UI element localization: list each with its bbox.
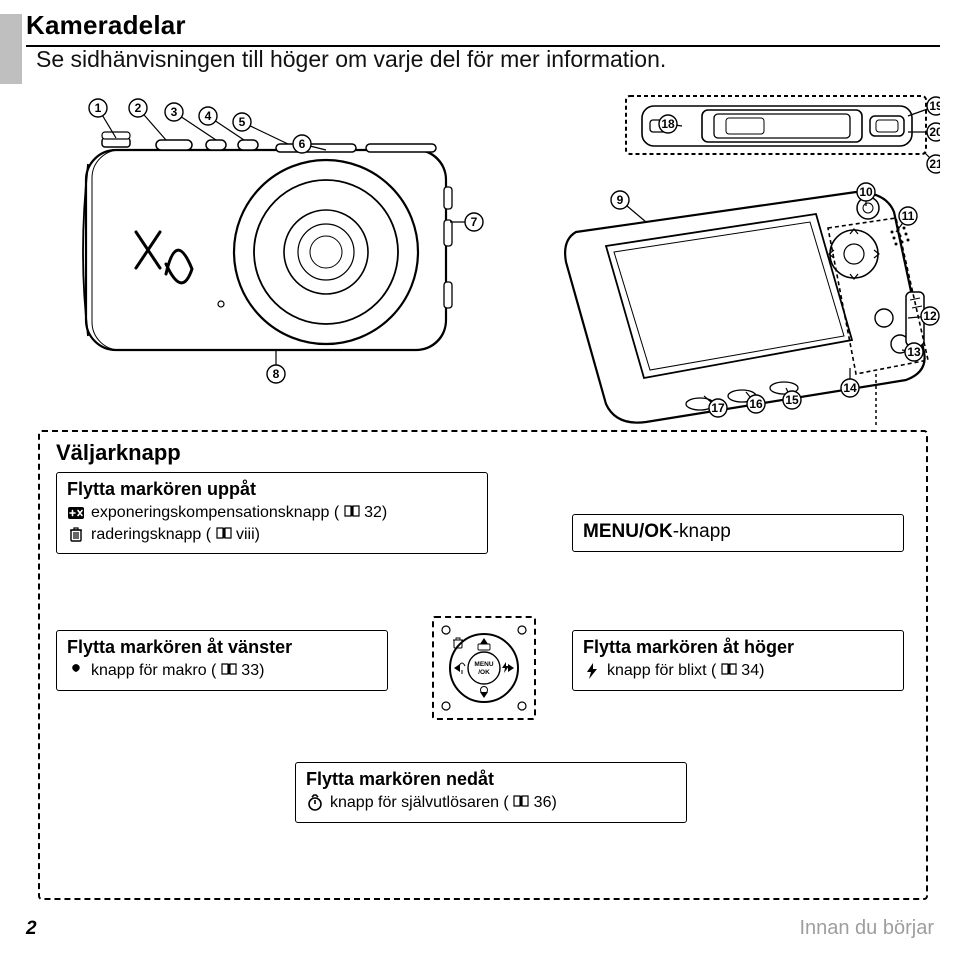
callout-number: 1 <box>95 101 102 115</box>
exposure-comp-text: exponeringskompensationsknapp ( <box>91 504 339 521</box>
callout-number: 6 <box>299 137 306 151</box>
callout-number: 4 <box>205 109 212 123</box>
camera-front <box>83 132 452 350</box>
callout-number: 7 <box>471 215 478 229</box>
menu-ok-label: MENU/OK <box>583 521 673 542</box>
camera-back <box>565 192 928 423</box>
callout-number: 21 <box>929 157 940 171</box>
callout-number: 11 <box>902 209 915 223</box>
section-tab <box>0 14 22 84</box>
box-cursor-right: Flytta markören åt höger knapp för blixt… <box>572 630 904 691</box>
cursor-down-title: Flytta markören nedåt <box>306 769 676 790</box>
callout-number: 17 <box>711 401 725 415</box>
book-icon <box>344 505 360 517</box>
flash-icon <box>583 662 601 680</box>
self-timer-ref: 36) <box>534 794 557 811</box>
box-cursor-left: Flytta markören åt vänster knapp för mak… <box>56 630 388 691</box>
svg-text:/OK: /OK <box>478 669 490 676</box>
selector-heading: Väljarknapp <box>56 440 181 466</box>
cursor-up-title: Flytta markören uppåt <box>67 479 477 500</box>
cursor-left-title: Flytta markören åt vänster <box>67 637 377 658</box>
macro-icon <box>67 662 85 680</box>
self-timer-text: knapp för självutlösaren ( <box>330 794 509 811</box>
cursor-right-title: Flytta markören åt höger <box>583 637 893 658</box>
exposure-comp-ref: 32) <box>364 504 387 521</box>
callout-number: 2 <box>135 101 142 115</box>
callout-number: 19 <box>929 99 940 113</box>
book-icon <box>721 663 737 675</box>
exposure-comp-icon <box>67 504 85 522</box>
box-menu-ok: MENU/OK-knapp <box>572 514 904 552</box>
page-number: 2 <box>26 918 37 940</box>
box-cursor-up: Flytta markören uppåt exponeringskompens… <box>56 472 488 554</box>
page-title: Kameradelar <box>26 10 940 41</box>
section-footer: Innan du börjar <box>799 917 934 940</box>
callout-number: 5 <box>239 115 246 129</box>
callout-number: 15 <box>785 393 799 407</box>
callout-number: 10 <box>859 185 873 199</box>
book-icon <box>216 527 232 539</box>
svg-text:MENU: MENU <box>474 661 493 668</box>
flash-ref: 34) <box>741 662 764 679</box>
trash-icon <box>67 525 85 543</box>
macro-text: knapp för makro ( <box>91 662 216 679</box>
callout-number: 13 <box>907 345 921 359</box>
callout-number: 20 <box>929 125 940 139</box>
callout-number: 18 <box>661 117 675 131</box>
callout-number: 16 <box>749 397 763 411</box>
callout-number: 8 <box>273 367 280 381</box>
callout-number: 3 <box>171 105 178 119</box>
page-subtitle: Se sidhänvisningen till höger om varje d… <box>36 46 666 73</box>
box-cursor-down: Flytta markören nedåt knapp för självutl… <box>295 762 687 823</box>
callout-number: 14 <box>843 381 857 395</box>
menu-ok-suffix: -knapp <box>673 521 731 542</box>
title-bar: Kameradelar <box>26 10 940 47</box>
camera-diagram: 123456789101112131415161718192021 <box>66 92 940 427</box>
book-icon <box>513 795 529 807</box>
flash-text: knapp för blixt ( <box>607 662 716 679</box>
delete-ref: viii) <box>236 526 260 543</box>
book-icon <box>221 663 237 675</box>
macro-ref: 33) <box>241 662 264 679</box>
selector-group: Väljarknapp Flytta markören uppåt expone… <box>38 430 928 900</box>
callout-number: 9 <box>617 193 624 207</box>
delete-text: raderingsknapp ( <box>91 526 211 543</box>
callout-number: 12 <box>923 309 937 323</box>
dpad-illustration: MENU /OK <box>432 616 536 720</box>
self-timer-icon <box>306 794 324 812</box>
